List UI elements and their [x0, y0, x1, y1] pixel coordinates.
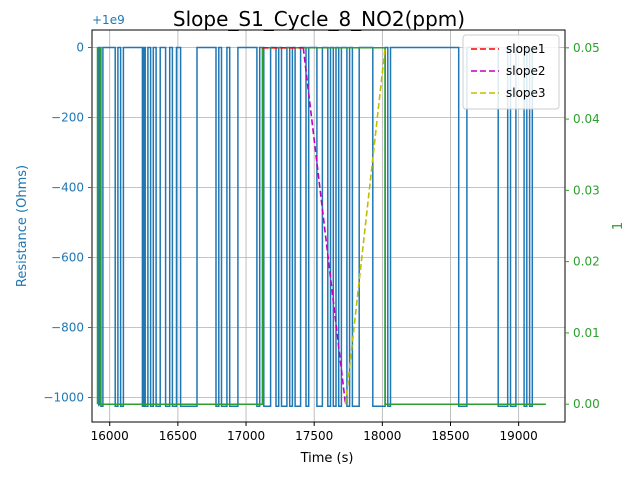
- y-axis-left: 0 −200 −400 −600 −800 −1000: [43, 41, 92, 405]
- y-right-tick-label: 0.01: [573, 326, 600, 340]
- y-right-tick-label: 0.02: [573, 255, 600, 269]
- legend: slope1 slope2 slope3: [462, 34, 560, 110]
- y-axis-left-offset: +1e9: [92, 13, 125, 27]
- y-left-tick-label: −400: [51, 181, 84, 195]
- resistance-series-line: [98, 46, 534, 408]
- y-right-tick-label: 0.00: [573, 397, 600, 411]
- chart-title: Slope_S1_Cycle_8_NO2(ppm): [173, 7, 465, 31]
- legend-box: [462, 34, 560, 110]
- x-axis-label: Time (s): [300, 451, 354, 466]
- series-layer: [96, 46, 546, 408]
- plot-frame: [91, 29, 566, 423]
- x-tick-label: 19000: [500, 429, 538, 443]
- legend-label-slope2: slope2: [506, 64, 546, 78]
- x-tick-label: 18000: [363, 429, 401, 443]
- x-axis: 16000 16500 17000 17500 18000 18500 19000: [91, 422, 538, 443]
- legend-label-slope3: slope3: [506, 86, 546, 100]
- x-tick-label: 16000: [91, 429, 129, 443]
- y-right-tick-label: 0.03: [573, 183, 600, 197]
- y-axis-left-label: Resistance (Ohms): [15, 165, 30, 287]
- x-tick-label: 16500: [159, 429, 197, 443]
- y-right-tick-label: 0.04: [573, 112, 600, 126]
- slope3-line: [344, 47, 386, 405]
- y-left-tick-label: −200: [51, 111, 84, 125]
- y-right-tick-label: 0.05: [573, 41, 600, 55]
- x-tick-label: 18500: [431, 429, 469, 443]
- y-axis-right: 0.00 0.01 0.02 0.03 0.04 0.05: [565, 41, 600, 411]
- legend-label-slope1: slope1: [506, 42, 546, 56]
- concentration-series-line: [96, 47, 546, 405]
- slope2-line: [302, 47, 347, 405]
- y-left-tick-label: 0: [76, 41, 84, 55]
- y-left-tick-label: −1000: [43, 391, 84, 405]
- x-tick-label: 17500: [295, 429, 333, 443]
- x-tick-label: 17000: [227, 429, 265, 443]
- y-left-tick-label: −800: [51, 321, 84, 335]
- y-left-tick-label: −600: [51, 251, 84, 265]
- y-axis-right-label: 1: [611, 222, 626, 230]
